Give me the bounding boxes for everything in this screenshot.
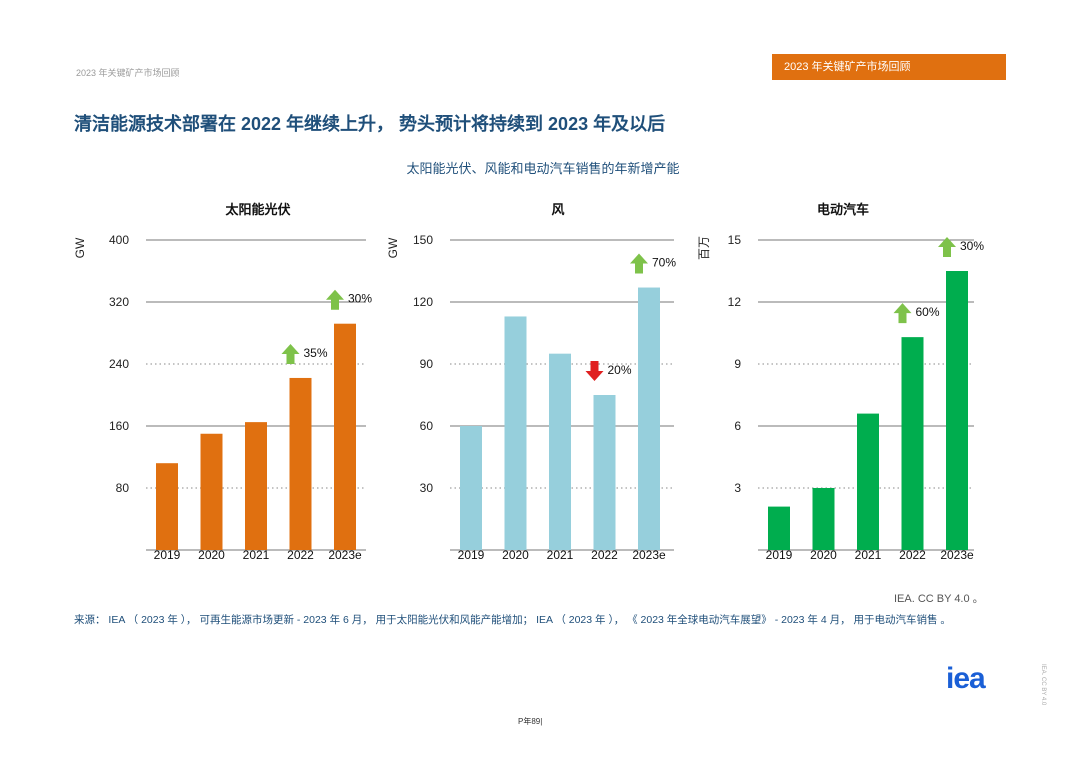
bar — [901, 337, 924, 550]
bar — [593, 395, 616, 550]
x-tick-label: 2020 — [198, 548, 225, 562]
y-tick-label: 160 — [109, 419, 129, 433]
y-tick-label: 30 — [420, 481, 434, 495]
iea-logo: iea — [946, 662, 986, 695]
bar — [638, 287, 660, 550]
growth-up-arrow-icon — [893, 303, 912, 324]
page-title: 清洁能源技术部署在 2022 年继续上升， 势头预计将持续到 2023 年及以后 — [74, 114, 666, 134]
bar — [768, 506, 790, 550]
y-axis-label: 百万 — [697, 236, 711, 260]
x-tick-label: 2022 — [287, 548, 314, 562]
license-credit: IEA. CC BY 4.0 。 — [894, 593, 984, 605]
growth-label: 30% — [348, 292, 372, 306]
chart-title: 太阳能光伏 — [224, 202, 290, 217]
x-tick-label: 2019 — [766, 548, 793, 562]
bar — [289, 377, 312, 550]
y-axis-label: GW — [73, 237, 87, 258]
bar — [156, 463, 178, 550]
x-tick-label: 2021 — [243, 548, 270, 562]
bar — [504, 316, 527, 550]
header-section-tab: 2023 年关键矿产市场回顾 — [772, 54, 1006, 80]
page-footer: P年89| — [518, 717, 543, 726]
growth-label: 70% — [652, 256, 676, 270]
x-tick-label: 2020 — [502, 548, 529, 562]
growth-up-arrow-icon — [630, 253, 648, 274]
chart-title: 电动汽车 — [817, 202, 869, 217]
x-tick-label: 2019 — [458, 548, 485, 562]
y-tick-label: 60 — [420, 419, 434, 433]
bar — [946, 271, 968, 550]
x-tick-label: 2022 — [591, 548, 618, 562]
y-tick-label: 120 — [413, 295, 433, 309]
growth-up-arrow-icon — [938, 237, 956, 257]
x-tick-label: 2023e — [940, 548, 974, 562]
chart-title: 风 — [551, 202, 564, 217]
growth-label: 35% — [304, 346, 328, 360]
y-tick-label: 12 — [728, 295, 742, 309]
x-tick-label: 2022 — [899, 548, 926, 562]
growth-label: 20% — [608, 363, 632, 377]
side-license-note: IEA. CC BY 4.0 — [1040, 664, 1046, 706]
y-axis-label: GW — [386, 237, 400, 258]
y-tick-label: 9 — [734, 357, 741, 371]
x-tick-label: 2019 — [154, 548, 181, 562]
y-tick-label: 400 — [109, 233, 129, 247]
y-tick-label: 80 — [116, 481, 130, 495]
x-tick-label: 2020 — [810, 548, 837, 562]
y-tick-label: 15 — [728, 233, 742, 247]
growth-up-arrow-icon — [281, 343, 300, 364]
bar — [812, 488, 835, 550]
x-tick-label: 2021 — [855, 548, 882, 562]
bar — [460, 426, 482, 550]
chart-subtitle: 太阳能光伏、风能和电动汽车销售的年新增产能 — [406, 161, 680, 176]
source-note: 来源： IEA （ 2023 年 ）， 可再生能源市场更新 - 2023 年 6… — [74, 614, 951, 626]
growth-label: 30% — [960, 239, 984, 253]
y-tick-label: 3 — [734, 481, 741, 495]
y-tick-label: 150 — [413, 233, 433, 247]
chart-solar: 太阳能光伏 GW 80 160 240 320 400 2019 2020 2021 2022 202… — [73, 202, 372, 562]
y-tick-label: 6 — [734, 419, 741, 433]
growth-label: 60% — [916, 305, 940, 319]
bar — [200, 433, 223, 550]
y-tick-label: 90 — [420, 357, 434, 371]
header-left-text: 2023 年关键矿产市场回顾 — [76, 68, 180, 78]
y-tick-label: 240 — [109, 357, 129, 371]
chart-wind: 风 GW 30 60 90 120 150 2019 2020 2021 2022 2023e 20% 7… — [386, 202, 676, 562]
x-tick-label: 2023e — [632, 548, 666, 562]
bar — [334, 323, 356, 550]
bar — [549, 353, 571, 550]
bar — [857, 413, 879, 550]
y-tick-label: 320 — [109, 295, 129, 309]
x-tick-label: 2023e — [328, 548, 362, 562]
growth-down-arrow-icon — [585, 361, 604, 381]
growth-up-arrow-icon — [326, 289, 344, 310]
bar — [245, 422, 267, 550]
x-tick-label: 2021 — [547, 548, 574, 562]
